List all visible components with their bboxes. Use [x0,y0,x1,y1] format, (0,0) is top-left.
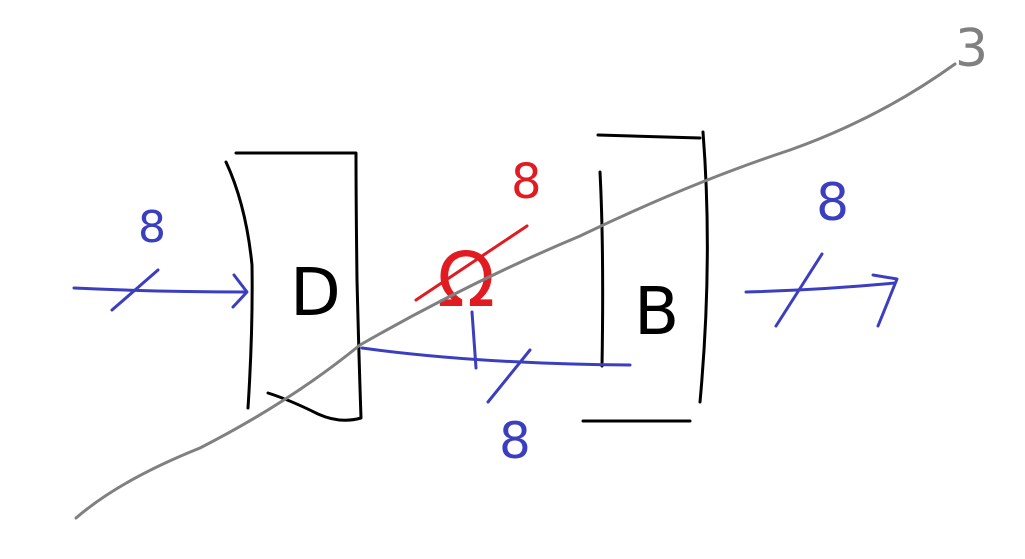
output-arrow-head [871,273,899,328]
stage-line-label: 3 [955,19,988,79]
input-arrow-line [72,286,248,294]
d-to-b-bus-width: 8 [499,412,531,470]
block-b: B [581,130,709,423]
d-to-b-connection: 8 [360,346,632,470]
block-d-left-outline [224,160,254,410]
constant-tap-line [470,310,478,370]
input-arrow: 8 [72,202,249,312]
input-arrow-head [231,273,249,309]
stage-line: 3 [74,19,988,520]
block-d: D [224,151,363,422]
input-bus-slash [110,268,160,312]
constant-bus-slash [414,224,529,302]
output-arrow: 8 [744,173,899,328]
output-bus-width: 8 [816,173,849,233]
output-bus-slash [774,252,824,328]
d-to-b-line [360,346,632,367]
stage-line-path [74,62,957,520]
block-b-label: B [634,273,679,350]
block-d-label: D [290,254,341,331]
block-b-left-outline [598,170,605,368]
input-bus-width: 8 [138,202,166,253]
constant-source: Ω 8 [414,154,542,370]
block-b-right-outline [698,130,709,404]
block-b-top-outline [596,133,702,140]
output-arrow-line [744,281,897,294]
block-d-right-outline [234,151,363,422]
constant-bus-width: 8 [511,154,542,210]
d-to-b-bus-slash [486,348,532,404]
